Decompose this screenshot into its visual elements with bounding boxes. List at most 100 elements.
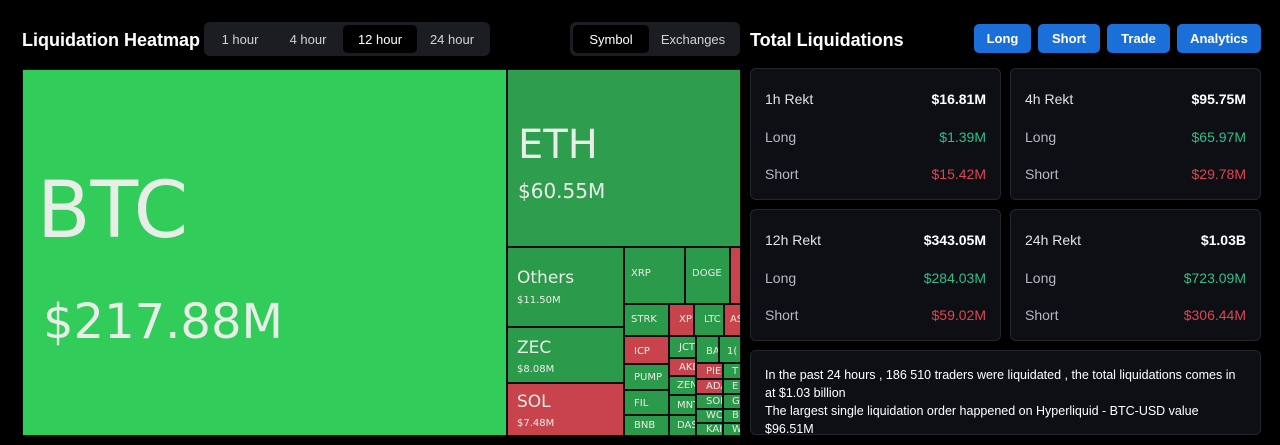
tile-jct-symbol: JCT — [679, 342, 696, 353]
card-short-value: $29.78M — [1191, 166, 1246, 182]
tile-ada[interactable]: ADA — [696, 379, 723, 394]
tile-xpl-symbol: XPL — [679, 314, 693, 325]
long-label: Long — [1025, 270, 1057, 286]
long-label: Long — [765, 270, 797, 286]
tile-g[interactable]: G — [723, 394, 741, 409]
card-long-value: $1.39M — [939, 129, 986, 145]
tile-xpl[interactable]: XPL — [669, 304, 694, 336]
stat-card-24h: 24h Rekt $1.03B Long $723.09M Short $306.44… — [1010, 209, 1261, 341]
card-label: 12h Rekt — [765, 232, 822, 248]
tile-pie[interactable]: PIE — [696, 363, 723, 379]
tile-zec[interactable]: ZEC $8.08M — [507, 327, 624, 383]
tile-sol[interactable]: SOL $7.48M — [507, 383, 624, 436]
card-short-value: $15.42M — [931, 166, 986, 182]
tile-mnt[interactable]: MNT — [669, 395, 696, 415]
tile-aster-symbol: AS — [730, 314, 740, 325]
tile-pump[interactable]: PUMP — [624, 364, 669, 390]
card-long-value: $284.03M — [923, 270, 986, 286]
card-short-value: $306.44M — [1183, 307, 1246, 323]
long-label: Long — [1025, 129, 1057, 145]
tile-zen-symbol: ZEN — [677, 380, 696, 391]
tile-one-symbol: 1( — [727, 346, 738, 357]
tile-e-symbol: E — [732, 381, 739, 392]
tile-zec-value: $8.08M — [517, 364, 555, 375]
view-selector: Symbol Exchanges — [570, 22, 740, 56]
card-label: 24h Rekt — [1025, 232, 1082, 248]
tile-bnb[interactable]: BNB — [624, 415, 669, 436]
tile-xrp[interactable]: XRP — [624, 247, 685, 304]
tile-ltc[interactable]: LTC — [694, 304, 724, 336]
view-option-symbol[interactable]: Symbol — [573, 25, 649, 53]
long-button[interactable]: Long — [974, 24, 1031, 53]
tile-btc-value: $217.88M — [43, 294, 283, 350]
tile-mnt-symbol: MNT — [677, 400, 695, 411]
summary-line-largest: The largest single liquidation order hap… — [765, 404, 1199, 436]
tile-eth[interactable]: ETH $60.55M — [507, 69, 741, 247]
tile-t[interactable]: T — [723, 363, 741, 379]
time-option-24h[interactable]: 24 hour — [429, 31, 475, 47]
short-label: Short — [1025, 166, 1059, 182]
tile-doge[interactable]: DOGE — [685, 247, 730, 304]
time-option-4h[interactable]: 4 hour — [289, 31, 327, 47]
tile-ltc-symbol: LTC — [704, 314, 721, 325]
tile-zen[interactable]: ZEN — [669, 376, 696, 395]
tile-w-symbol: W — [732, 424, 741, 435]
tile-sol-small-symbol: SOL — [706, 396, 722, 407]
tile-zec-symbol: ZEC — [517, 338, 552, 358]
tile-fil[interactable]: FIL — [624, 390, 669, 415]
tile-das[interactable]: DAS — [669, 415, 696, 436]
tile-b[interactable]: B — [723, 409, 741, 423]
time-option-12h[interactable]: 12 hour — [343, 25, 417, 53]
tile-others-value: $11.50M — [517, 295, 561, 306]
tile-jct[interactable]: JCT — [669, 336, 696, 358]
tile-eth-symbol: ETH — [518, 122, 598, 168]
time-range-selector: 1 hour 4 hour 12 hour 24 hour — [204, 22, 490, 56]
tile-das-symbol: DAS — [677, 420, 696, 431]
stat-card-12h: 12h Rekt $343.05M Long $284.03M Short $59.0… — [750, 209, 1001, 341]
tile-btc[interactable]: BTC $217.88M — [22, 69, 507, 436]
card-long-value: $65.97M — [1191, 129, 1246, 145]
long-label: Long — [765, 129, 797, 145]
total-liquidations-title: Total Liquidations — [750, 30, 904, 50]
tile-t-symbol: T — [732, 366, 739, 377]
summary-line-total: In the past 24 hours , 186 510 traders w… — [765, 368, 1236, 400]
time-option-1h[interactable]: 1 hour — [221, 31, 259, 47]
card-total: $95.75M — [1191, 91, 1246, 107]
liquidation-heatmap: BTC $217.88M ETH $60.55M Others $11.50M … — [22, 69, 741, 436]
tile-bnb-symbol: BNB — [634, 420, 656, 431]
tile-pie-symbol: PIE — [706, 366, 722, 377]
tile-ba-symbol: BA — [706, 346, 719, 357]
tile-icp[interactable]: ICP — [624, 336, 669, 364]
card-short-value: $59.02M — [931, 307, 986, 323]
tile-strk[interactable]: STRK — [624, 304, 669, 336]
trade-button[interactable]: Trade — [1107, 24, 1170, 53]
card-total: $1.03B — [1200, 232, 1246, 248]
view-option-exchanges[interactable]: Exchanges — [660, 31, 726, 47]
tile-eth-value: $60.55M — [518, 179, 606, 203]
tile-doge-symbol: DOGE — [692, 268, 722, 279]
tile-aster[interactable]: AS — [724, 304, 741, 336]
tile-btc-symbol: BTC — [37, 166, 189, 256]
short-label: Short — [1025, 307, 1059, 323]
tile-red-top[interactable] — [730, 247, 741, 304]
tile-ake-symbol: AKE — [679, 362, 695, 373]
tile-kai-symbol: KAI — [706, 424, 723, 435]
card-total: $16.81M — [931, 91, 986, 107]
tile-ba[interactable]: BA — [696, 336, 719, 363]
short-button[interactable]: Short — [1038, 24, 1100, 53]
tile-ake[interactable]: AKE — [669, 358, 696, 376]
tile-w[interactable]: W — [723, 423, 741, 436]
tile-kai[interactable]: KAI — [696, 423, 723, 436]
tile-icp-symbol: ICP — [634, 346, 650, 357]
tile-others[interactable]: Others $11.50M — [507, 247, 624, 327]
short-label: Short — [765, 307, 799, 323]
tile-others-symbol: Others — [517, 268, 575, 288]
tile-g-symbol: G — [732, 396, 740, 407]
analytics-button[interactable]: Analytics — [1177, 24, 1261, 53]
tile-ada-symbol: ADA — [706, 381, 722, 392]
tile-sol-small[interactable]: SOL — [696, 394, 723, 409]
tile-sol-value: $7.48M — [517, 418, 555, 429]
tile-one[interactable]: 1( — [719, 336, 741, 363]
tile-e[interactable]: E — [723, 379, 741, 394]
tile-wc[interactable]: WC — [696, 409, 723, 423]
